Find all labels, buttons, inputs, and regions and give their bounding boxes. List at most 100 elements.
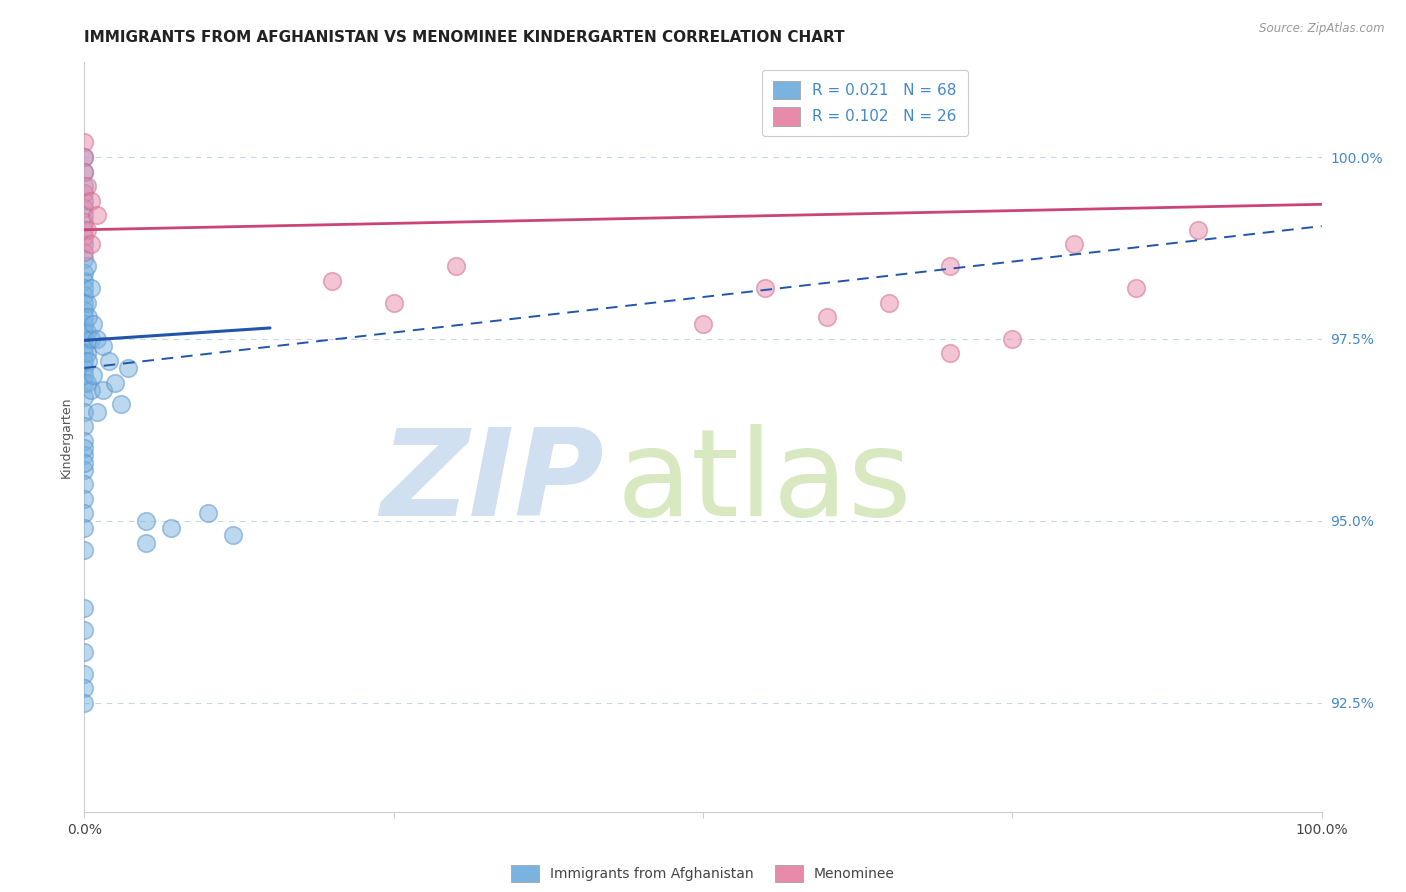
Point <box>73 310 96 324</box>
Point <box>82 368 104 383</box>
Point <box>1001 332 1024 346</box>
Text: atlas: atlas <box>616 424 912 541</box>
Point <box>73 681 96 695</box>
Point <box>73 419 96 434</box>
Point <box>197 507 219 521</box>
Point <box>692 318 714 332</box>
Point <box>73 368 96 383</box>
Point <box>117 361 139 376</box>
Point <box>73 201 96 215</box>
Point <box>73 318 96 332</box>
Point <box>104 376 127 390</box>
Point <box>73 237 96 252</box>
Point <box>73 150 96 164</box>
Point <box>73 477 96 491</box>
Point <box>73 521 96 535</box>
Point <box>91 339 114 353</box>
Point <box>73 448 96 462</box>
Point <box>73 390 96 404</box>
Point <box>135 514 157 528</box>
Y-axis label: Kindergarten: Kindergarten <box>59 396 73 478</box>
Point <box>77 310 100 324</box>
Point <box>76 223 98 237</box>
Point <box>73 346 96 360</box>
Point <box>79 194 101 208</box>
Point <box>73 244 96 259</box>
Point <box>73 267 96 281</box>
Point <box>98 353 121 368</box>
Point <box>73 696 96 710</box>
Point <box>877 295 900 310</box>
Point <box>135 535 157 549</box>
Point <box>73 215 96 229</box>
Point <box>86 332 108 346</box>
Point <box>91 383 114 397</box>
Point <box>73 302 96 317</box>
Point <box>73 164 96 178</box>
Point <box>73 441 96 455</box>
Point <box>76 325 98 339</box>
Point <box>76 346 98 360</box>
Point <box>76 259 98 273</box>
Point <box>73 179 96 194</box>
Point <box>79 281 101 295</box>
Point <box>73 295 96 310</box>
Point <box>73 491 96 506</box>
Point <box>73 456 96 470</box>
Point <box>73 507 96 521</box>
Point <box>110 397 132 411</box>
Point <box>1063 237 1085 252</box>
Point <box>321 274 343 288</box>
Point <box>73 404 96 418</box>
Point <box>73 353 96 368</box>
Point <box>939 259 962 273</box>
Point <box>73 645 96 659</box>
Point <box>73 339 96 353</box>
Point <box>73 325 96 339</box>
Point <box>73 288 96 302</box>
Point <box>73 186 96 201</box>
Text: ZIP: ZIP <box>380 424 605 541</box>
Point <box>73 281 96 295</box>
Point <box>73 601 96 615</box>
Point <box>73 136 96 150</box>
Point <box>86 404 108 418</box>
Point <box>73 194 96 208</box>
Point <box>73 666 96 681</box>
Point <box>73 223 96 237</box>
Point <box>160 521 183 535</box>
Point <box>939 346 962 360</box>
Point <box>222 528 245 542</box>
Text: Source: ZipAtlas.com: Source: ZipAtlas.com <box>1260 22 1385 36</box>
Point <box>73 208 96 222</box>
Point <box>73 150 96 164</box>
Point <box>754 281 776 295</box>
Point <box>73 623 96 637</box>
Point <box>73 434 96 448</box>
Point <box>73 332 96 346</box>
Point <box>79 237 101 252</box>
Point <box>73 542 96 557</box>
Point <box>382 295 405 310</box>
Text: IMMIGRANTS FROM AFGHANISTAN VS MENOMINEE KINDERGARTEN CORRELATION CHART: IMMIGRANTS FROM AFGHANISTAN VS MENOMINEE… <box>84 29 845 45</box>
Legend: Immigrants from Afghanistan, Menominee: Immigrants from Afghanistan, Menominee <box>506 860 900 888</box>
Point <box>76 295 98 310</box>
Point <box>76 376 98 390</box>
Point <box>82 318 104 332</box>
Point <box>73 274 96 288</box>
Point <box>73 252 96 266</box>
Point <box>73 164 96 178</box>
Point <box>444 259 467 273</box>
Point <box>76 179 98 194</box>
Point <box>73 376 96 390</box>
Point <box>79 383 101 397</box>
Point <box>73 463 96 477</box>
Point <box>1187 223 1209 237</box>
Point <box>73 361 96 376</box>
Point <box>1125 281 1147 295</box>
Point <box>86 208 108 222</box>
Point <box>79 332 101 346</box>
Point <box>815 310 838 324</box>
Point <box>77 353 100 368</box>
Point <box>73 230 96 244</box>
